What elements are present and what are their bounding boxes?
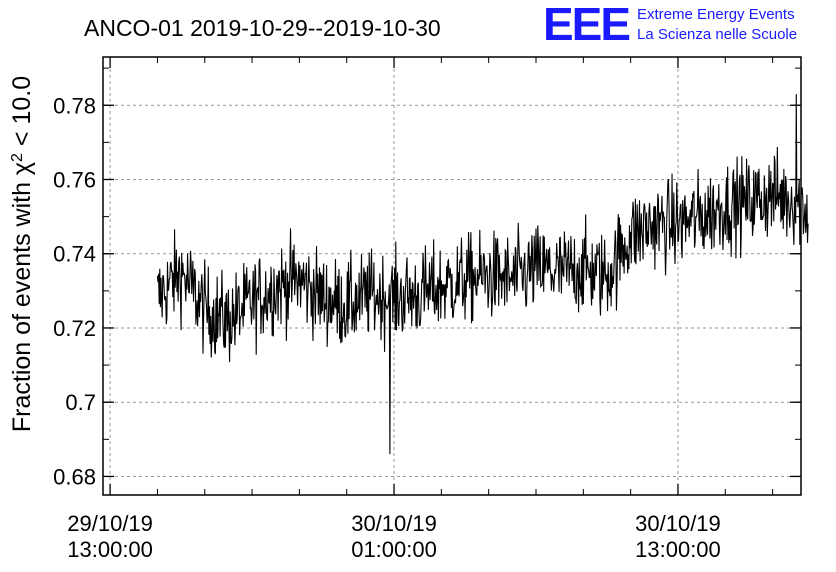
y-tick-label: 0.72 (53, 316, 96, 341)
plot-frame (102, 56, 802, 496)
y-axis-label: Fraction of events with χ2 < 10.0 (8, 76, 36, 432)
eee-logo: EEE Extreme Energy Events La Scienza nel… (543, 0, 797, 50)
grid (103, 57, 801, 495)
eee-logo-mark: EEE (543, 0, 629, 50)
eee-logo-line1: Extreme Energy Events (637, 6, 795, 23)
x-tick-label-date: 30/10/19 (635, 511, 721, 536)
y-tick-label: 0.68 (53, 464, 96, 489)
eee-logo-line2: La Scienza nelle Scuole (637, 26, 797, 43)
data-series-line (156, 94, 809, 455)
x-tick-label-date: 30/10/19 (351, 511, 437, 536)
x-tick-label-time: 13:00:00 (635, 537, 721, 562)
y-tick-label: 0.78 (53, 93, 96, 118)
axis-ticks: 0.680.70.720.740.760.7829/10/1913:00:003… (53, 57, 801, 562)
y-tick-label: 0.7 (65, 390, 96, 415)
series-line (156, 94, 809, 455)
chart-title: ANCO-01 2019-10-29--2019-10-30 (84, 15, 441, 41)
y-tick-label: 0.76 (53, 167, 96, 192)
x-tick-label-date: 29/10/19 (67, 511, 153, 536)
x-tick-label-time: 01:00:00 (351, 537, 437, 562)
x-tick-label-time: 13:00:00 (67, 537, 153, 562)
y-tick-label: 0.74 (53, 242, 96, 267)
